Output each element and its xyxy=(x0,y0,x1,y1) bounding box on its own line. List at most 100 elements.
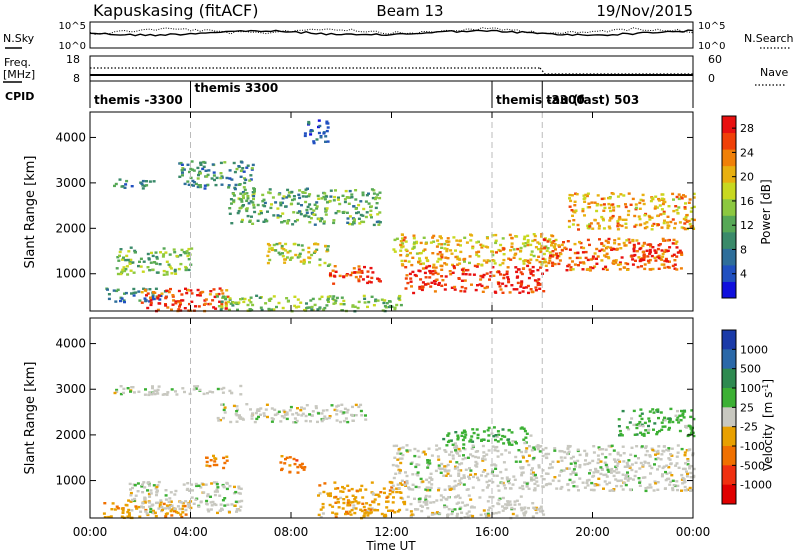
power-cell xyxy=(508,233,512,237)
velocity-cell xyxy=(540,475,544,478)
power-cell xyxy=(214,183,218,187)
freq-tick-bottom: 8 xyxy=(73,72,80,85)
velocity-cell xyxy=(408,449,412,452)
power-cell xyxy=(336,198,340,201)
power-cell xyxy=(546,240,550,243)
velocity-cell xyxy=(103,502,107,505)
velocity-cell xyxy=(478,496,482,499)
power-cell xyxy=(584,256,588,260)
velocity-cell xyxy=(661,425,665,428)
power-cell xyxy=(538,283,542,286)
power-cell xyxy=(352,205,356,208)
power-cell xyxy=(571,268,575,271)
power-cell xyxy=(323,192,327,195)
power-cell xyxy=(425,259,429,262)
power-cell xyxy=(281,197,285,200)
power-cell xyxy=(486,259,490,262)
velocity-cell xyxy=(209,501,213,504)
velocity-cell xyxy=(503,487,507,490)
velocity-cell xyxy=(647,417,651,420)
velocity-cell xyxy=(210,482,214,485)
power-cell xyxy=(124,258,128,262)
velocity-cell xyxy=(466,503,469,507)
power-cell xyxy=(251,303,255,307)
power-cell xyxy=(217,305,221,308)
power-cell xyxy=(357,268,361,271)
power-cell xyxy=(672,209,676,213)
velocity-cell xyxy=(660,475,664,478)
power-cell xyxy=(248,179,252,182)
velocity-cell xyxy=(656,488,660,491)
power-cell xyxy=(429,241,433,244)
power-cell xyxy=(448,270,452,273)
velocity-cell xyxy=(154,487,158,490)
velocity-cell xyxy=(486,439,490,442)
power-cell xyxy=(150,297,154,301)
velocity-cell xyxy=(129,488,132,491)
velocity-cell xyxy=(170,504,174,507)
power-cell xyxy=(239,192,243,195)
velocity-cell xyxy=(515,499,519,502)
velocity-cell xyxy=(550,466,554,469)
power-cell xyxy=(209,290,213,293)
velocity-cell xyxy=(656,452,660,455)
power-cell xyxy=(313,250,317,253)
velocity-cell xyxy=(597,458,601,461)
velocity-cell xyxy=(472,475,475,479)
velocity-cell xyxy=(143,486,147,489)
power-cell xyxy=(548,259,552,262)
velocity-cell xyxy=(133,484,137,487)
power-cell xyxy=(568,205,572,208)
velocity-cell xyxy=(411,473,415,476)
power-cell xyxy=(169,287,172,291)
velocity-cell xyxy=(642,434,646,437)
power-cell xyxy=(232,192,235,195)
velocity-cell xyxy=(263,414,266,418)
power-cell xyxy=(282,195,286,198)
power-cell xyxy=(356,306,360,310)
power-cell xyxy=(397,297,401,300)
velocity-cell xyxy=(578,453,582,457)
power-cell xyxy=(366,270,370,273)
velocity-cell xyxy=(129,491,133,495)
velocity-cell xyxy=(535,480,539,483)
power-cell xyxy=(338,202,342,206)
power-cell xyxy=(666,239,670,242)
velocity-cell xyxy=(501,509,505,512)
velocity-cell xyxy=(535,476,539,480)
velocity-cell xyxy=(641,476,645,479)
velocity-cell xyxy=(389,481,393,484)
power-cell xyxy=(642,254,646,257)
power-cell xyxy=(188,302,191,306)
power-cell xyxy=(440,253,444,256)
velocity-cell xyxy=(165,393,169,396)
power-cell xyxy=(493,262,497,265)
velocity-cell xyxy=(264,408,268,411)
velocity-cell xyxy=(445,498,449,501)
power-cell xyxy=(326,126,330,129)
power-cell xyxy=(150,251,153,255)
power-cell xyxy=(356,271,360,274)
velocity-cell xyxy=(619,479,623,482)
velocity-cell xyxy=(644,446,648,450)
velocity-cell xyxy=(391,488,395,491)
power-cell xyxy=(431,236,435,239)
power-cell xyxy=(543,246,547,249)
velocity-cell xyxy=(638,467,642,470)
power-cell xyxy=(675,255,679,258)
power-cell xyxy=(419,278,423,281)
velocity-cell xyxy=(469,453,473,456)
power-cell xyxy=(578,240,581,244)
velocity-cell xyxy=(295,419,299,423)
velocity-cell xyxy=(439,498,443,502)
power-cell xyxy=(187,183,191,186)
velocity-cell xyxy=(403,500,407,504)
power-cell xyxy=(243,297,247,301)
power-cell xyxy=(417,260,420,264)
power-cell xyxy=(165,289,169,292)
y-tick-label: 2000 xyxy=(55,221,86,235)
velocity-colorbar-tick-label: -1000 xyxy=(740,479,772,492)
power-cell xyxy=(241,191,245,194)
velocity-cell xyxy=(425,489,429,492)
